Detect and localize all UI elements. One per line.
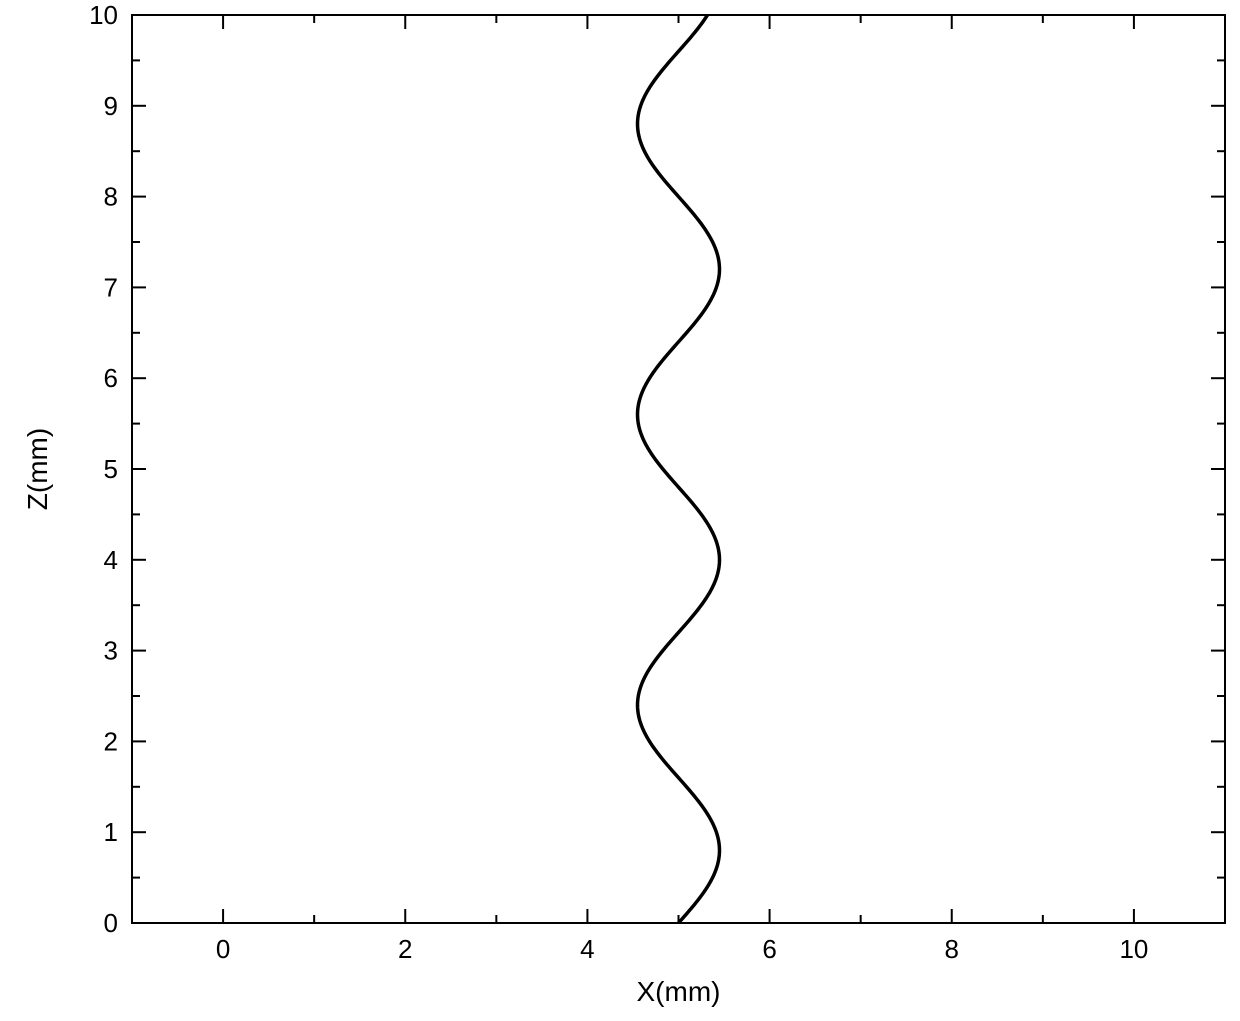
line-chart: 0 2 4 6 8 10 0 1 2 3 4 5 6 7 8 9 10 X(mm) Z(mm) — [0, 0, 1240, 1021]
y-tick-label: 5 — [104, 454, 118, 484]
y-tick-label: 3 — [104, 636, 118, 666]
y-tick-label: 2 — [104, 726, 118, 756]
x-tick-label: 0 — [216, 934, 230, 964]
x-tick-label: 2 — [398, 934, 412, 964]
x-tick-label: 8 — [945, 934, 959, 964]
y-tick-label: 0 — [104, 908, 118, 938]
x-tick-label: 6 — [762, 934, 776, 964]
y-axis-label: Z(mm) — [22, 428, 53, 510]
x-tick-label: 10 — [1119, 934, 1148, 964]
y-tick-label: 8 — [104, 182, 118, 212]
chart-container: 0 2 4 6 8 10 0 1 2 3 4 5 6 7 8 9 10 X(mm) Z(mm) — [0, 0, 1240, 1021]
x-tick-label: 4 — [580, 934, 594, 964]
y-tick-label: 7 — [104, 272, 118, 302]
y-tick-label: 9 — [104, 91, 118, 121]
y-tick-label: 10 — [89, 0, 118, 30]
y-tick-label: 4 — [104, 545, 118, 575]
y-tick-label: 1 — [104, 817, 118, 847]
x-axis-label: X(mm) — [637, 976, 721, 1007]
y-tick-label: 6 — [104, 363, 118, 393]
